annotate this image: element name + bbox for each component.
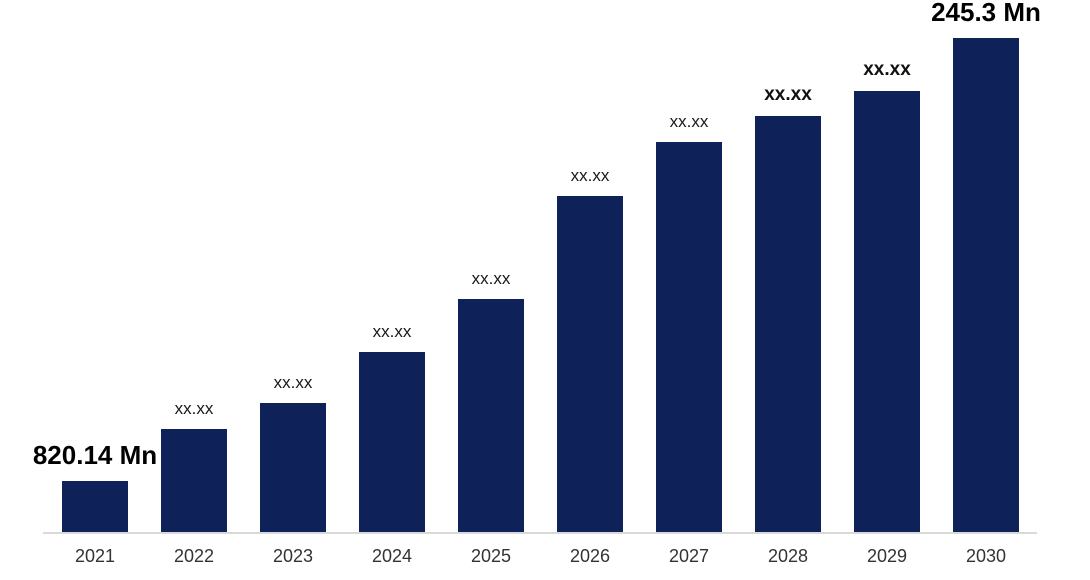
x-tick-2030: 2030 — [965, 546, 1007, 566]
x-tick-2025: 2025 — [470, 546, 512, 566]
value-label-2027: xx.xx — [669, 112, 709, 131]
x-axis-line — [43, 532, 1037, 534]
bar-2027 — [656, 142, 722, 533]
bar-2028 — [755, 116, 821, 533]
value-label-2030: 245.3 Mn — [931, 0, 1041, 27]
x-tick-2028: 2028 — [767, 546, 809, 566]
x-tick-2026: 2026 — [569, 546, 611, 566]
x-tick-2024: 2024 — [371, 546, 413, 566]
bar-2029 — [854, 91, 920, 533]
bar-2022 — [161, 429, 227, 533]
value-label-2021: 820.14 Mn — [32, 440, 158, 470]
value-label-2029: xx.xx — [863, 59, 911, 80]
bar-2030 — [953, 38, 1019, 533]
value-label-2023: xx.xx — [273, 373, 313, 392]
bar-2024 — [359, 352, 425, 533]
value-label-2028: xx.xx — [764, 84, 812, 105]
x-tick-2027: 2027 — [668, 546, 710, 566]
value-label-2026: xx.xx — [570, 166, 610, 185]
bar-2021 — [62, 481, 128, 533]
value-label-2022: xx.xx — [174, 399, 214, 418]
x-tick-2023: 2023 — [272, 546, 314, 566]
x-tick-2029: 2029 — [866, 546, 908, 566]
value-label-2025: xx.xx — [471, 269, 511, 288]
value-label-2024: xx.xx — [372, 322, 412, 341]
bar-2023 — [260, 403, 326, 533]
x-tick-2022: 2022 — [173, 546, 215, 566]
bar-2025 — [458, 299, 524, 533]
bar-2026 — [557, 196, 623, 533]
x-tick-2021: 2021 — [74, 546, 116, 566]
